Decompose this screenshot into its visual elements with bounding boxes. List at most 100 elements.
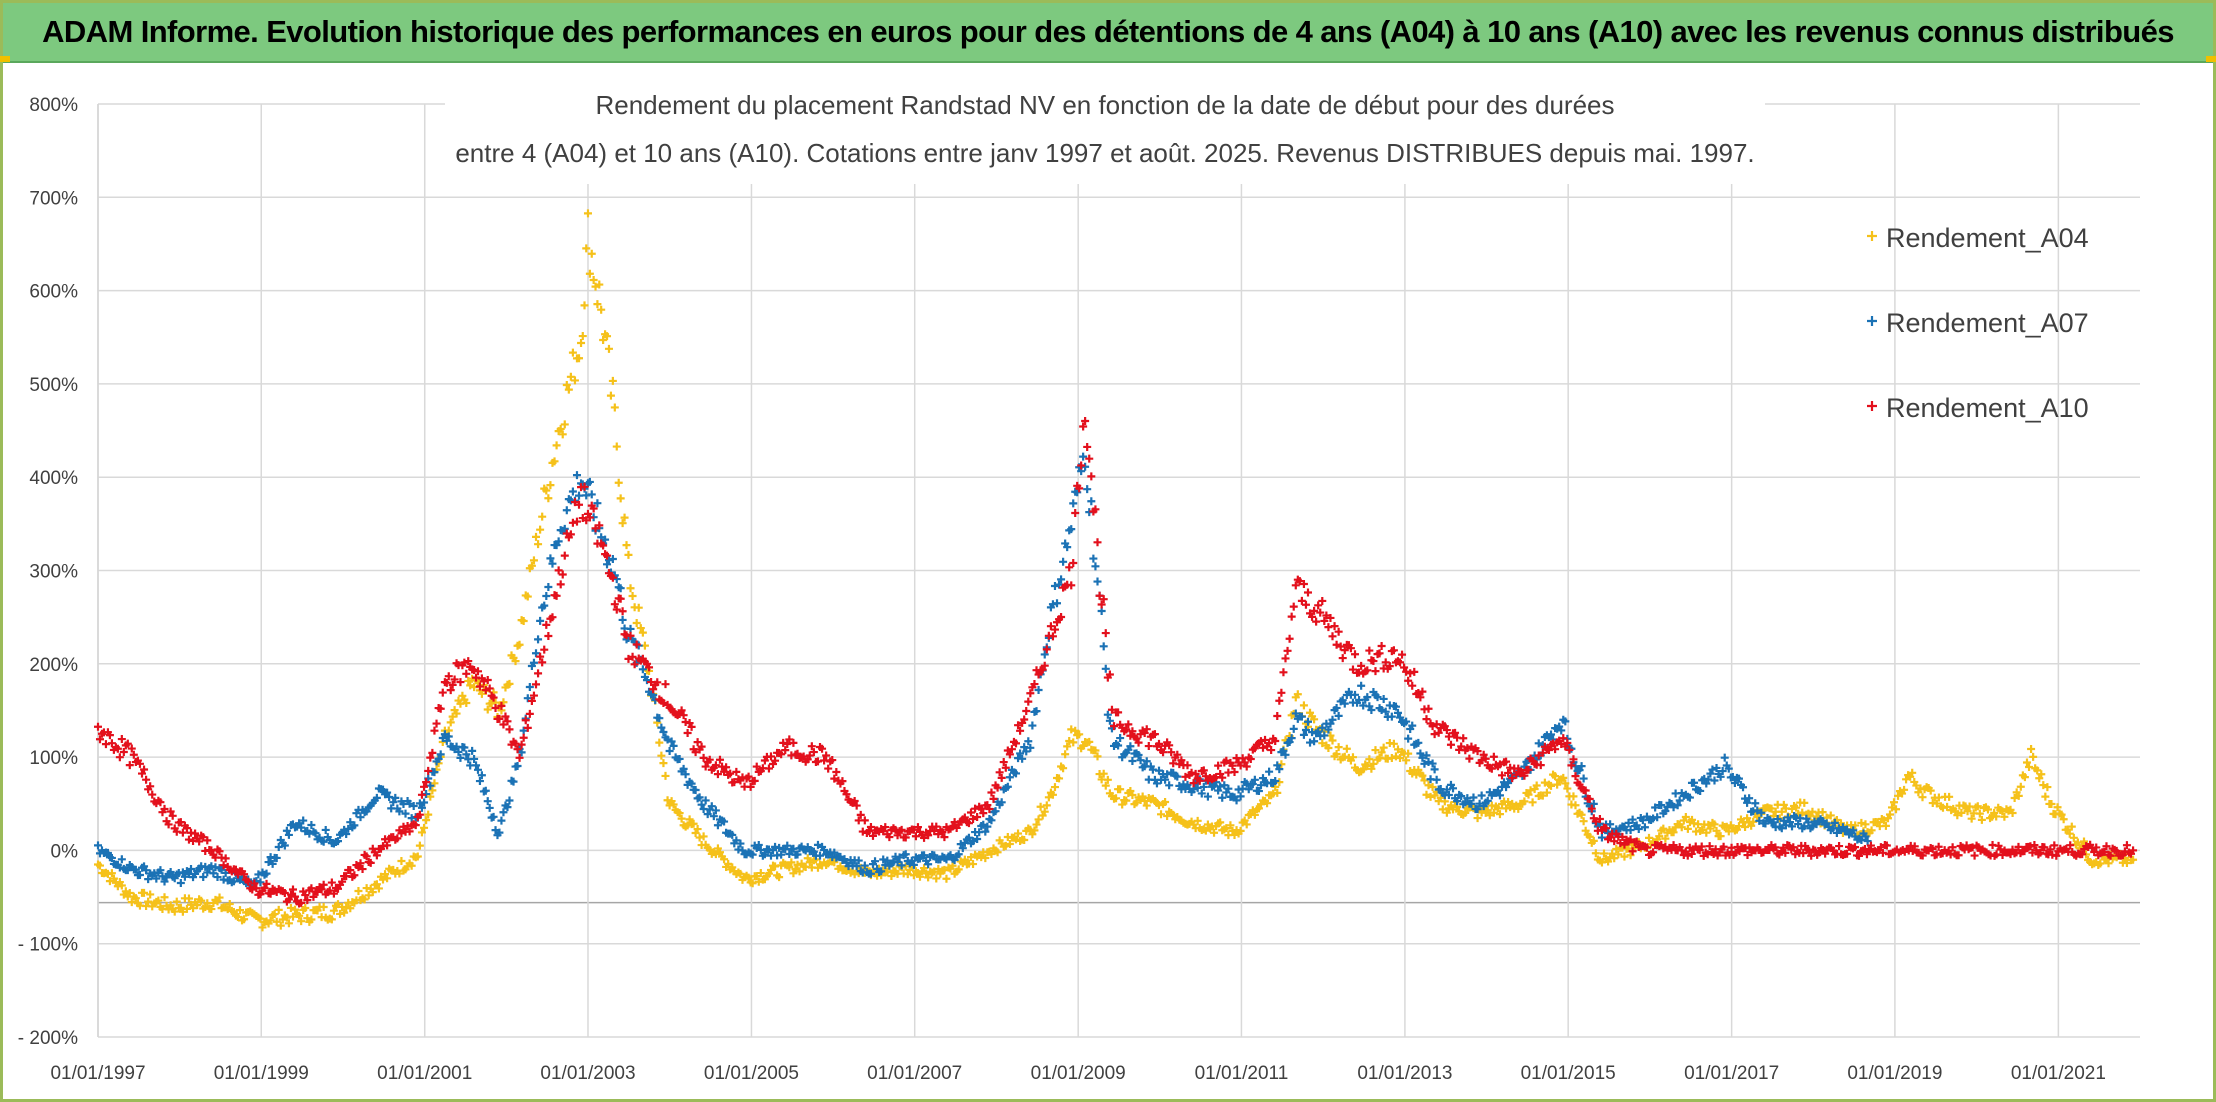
data-point (893, 831, 902, 840)
data-point (1416, 693, 1425, 702)
data-point (438, 688, 447, 697)
data-point (260, 883, 269, 892)
data-point (580, 301, 589, 310)
data-point (1712, 763, 1721, 772)
data-point (856, 810, 865, 819)
data-point (1767, 804, 1776, 813)
data-point (221, 854, 230, 863)
data-point (475, 777, 484, 786)
data-point (2020, 847, 2029, 856)
data-point (1026, 689, 1035, 698)
data-point (1457, 742, 1466, 751)
data-point (1867, 826, 1876, 835)
data-point (1134, 738, 1143, 747)
data-point (599, 335, 608, 344)
data-point (417, 828, 426, 837)
data-point (608, 376, 617, 385)
data-point (444, 672, 453, 681)
data-point (932, 874, 941, 883)
data-point (107, 869, 116, 878)
data-point (540, 601, 549, 610)
x-tick-label: 01/01/2009 (1031, 1063, 1126, 1084)
data-point (618, 615, 627, 624)
data-point (1040, 807, 1049, 816)
data-point (1159, 748, 1168, 757)
data-point (977, 804, 986, 813)
data-point (142, 775, 151, 784)
data-point (1314, 601, 1323, 610)
data-point (960, 855, 969, 864)
data-point (1057, 575, 1066, 584)
data-point (420, 782, 429, 791)
data-point (1434, 728, 1443, 737)
data-point (180, 872, 189, 881)
data-point (1363, 693, 1372, 702)
data-point (346, 904, 355, 913)
data-point (2014, 842, 2023, 851)
data-point (803, 843, 812, 852)
data-point (1489, 808, 1498, 817)
data-point (199, 833, 208, 842)
data-point (1579, 817, 1588, 826)
data-point (766, 866, 775, 875)
data-point (736, 869, 745, 878)
data-point (1075, 730, 1084, 739)
data-point (1765, 845, 1774, 854)
data-point (546, 481, 555, 490)
data-point (2122, 841, 2131, 850)
data-point (669, 741, 678, 750)
data-point (233, 912, 242, 921)
data-point (1659, 824, 1668, 833)
data-point (525, 682, 534, 691)
data-point (881, 823, 890, 832)
data-point (1602, 824, 1611, 833)
data-point (1534, 751, 1543, 760)
data-point (1014, 721, 1023, 730)
data-point (1610, 854, 1619, 863)
data-point (795, 867, 804, 876)
data-point (1414, 738, 1423, 747)
data-point (1436, 793, 1445, 802)
data-point (529, 658, 538, 667)
data-point (1306, 738, 1315, 747)
data-point (1661, 834, 1670, 843)
data-point (1710, 820, 1719, 829)
data-point (115, 753, 124, 762)
data-point (383, 874, 392, 883)
data-point (329, 906, 338, 915)
data-point (1538, 748, 1547, 757)
data-point (144, 897, 153, 906)
data-point (1963, 807, 1972, 816)
x-tick-label: 01/01/2017 (1684, 1063, 1779, 1084)
data-point (1001, 763, 1010, 772)
data-point (1508, 774, 1517, 783)
data-point (229, 877, 238, 886)
data-point (2014, 791, 2023, 800)
data-point (1020, 835, 1029, 844)
data-point (1683, 824, 1692, 833)
data-point (1283, 646, 1292, 655)
data-point (1479, 750, 1488, 759)
data-point (1716, 772, 1725, 781)
data-point (993, 783, 1002, 792)
data-point (1624, 844, 1633, 853)
data-point (489, 693, 498, 702)
data-point (1248, 780, 1257, 789)
data-point (297, 823, 306, 832)
data-point (1571, 801, 1580, 810)
data-point (1259, 774, 1267, 783)
data-point (1857, 818, 1866, 827)
data-point (1191, 769, 1200, 778)
data-point (430, 779, 439, 788)
data-point (1114, 741, 1123, 750)
data-point (278, 915, 287, 924)
data-point (276, 921, 285, 930)
data-point (321, 825, 330, 834)
data-point (887, 872, 896, 881)
data-point (779, 738, 788, 747)
data-point (2040, 843, 2049, 852)
data-point (562, 506, 571, 515)
data-point (1003, 782, 1012, 791)
data-point (1138, 792, 1147, 801)
data-point (1099, 642, 1108, 651)
